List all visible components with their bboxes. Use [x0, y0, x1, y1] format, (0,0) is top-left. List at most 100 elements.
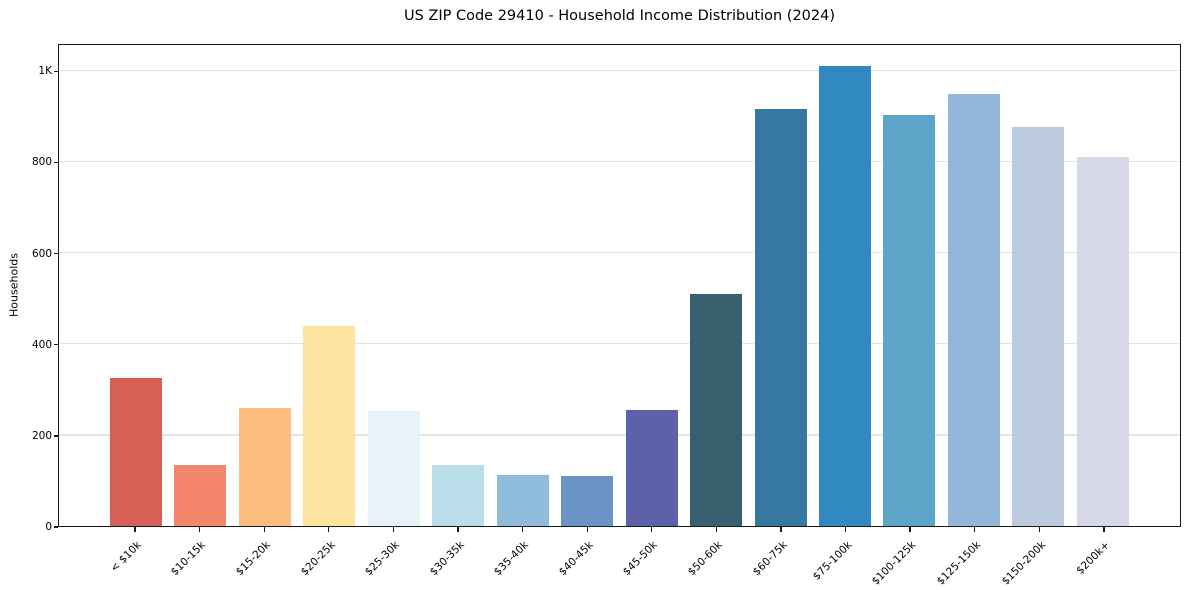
xtick-mark-line — [1103, 527, 1105, 532]
xtick-mark-line — [909, 527, 911, 532]
x-axis-ticks — [109, 527, 1130, 532]
ytick-mark-600 — [54, 252, 58, 255]
xlabel-cell-125-150k: $125-150k — [935, 533, 1001, 588]
x-axis-labels: < $10k $10-15k $15-20k $20-25k $25-30k $30-35… — [107, 533, 1130, 588]
gridline-400 — [59, 343, 1180, 345]
xtick-mark-line — [521, 527, 524, 532]
xtick-mark-45-50k — [626, 527, 678, 532]
xtick-mark-40-45k — [561, 527, 613, 532]
xtick-label-10k: < $10k — [107, 539, 144, 575]
ytick-label-200: 200 — [31, 429, 52, 442]
xtick-label-50-60k: $50-60k — [685, 539, 725, 579]
xtick-label-100-125k: $100-125k — [870, 539, 919, 588]
xlabel-cell-100-125k: $100-125k — [870, 533, 936, 588]
xtick-mark-line — [198, 527, 201, 532]
xtick-mark-line — [586, 527, 588, 532]
bar-50-60k — [690, 293, 743, 526]
xlabel-cell-25-30k: $25-30k — [363, 533, 419, 588]
bar-30-35k — [432, 464, 485, 526]
ytick-mark-1K — [54, 70, 58, 72]
ytick-label-800: 800 — [31, 156, 52, 169]
xlabel-cell-75-100k: $75-100k — [810, 533, 872, 588]
xtick-mark-line — [263, 527, 265, 532]
xlabel-cell-10k: < $10k — [107, 533, 161, 588]
bar-45-50k — [625, 410, 678, 526]
plot-area — [58, 44, 1181, 527]
bar-20-25k — [303, 325, 356, 526]
xlabel-cell-60-75k: $60-75k — [750, 533, 807, 588]
bar-10-15k — [174, 465, 227, 526]
xtick-label-125-150k: $125-150k — [934, 539, 984, 588]
xlabel-cell-35-40k: $35-40k — [492, 533, 549, 588]
xtick-mark-60-75k — [755, 527, 807, 532]
xtick-label-10-15k: $10-15k — [168, 539, 209, 579]
xlabel-cell-45-50k: $45-50k — [621, 533, 678, 588]
xtick-mark-line — [974, 527, 976, 532]
xlabel-cell-40-45k: $40-45k — [557, 533, 613, 588]
xtick-mark-15-20k — [238, 527, 290, 532]
xlabel-cell-50-60k: $50-60k — [686, 533, 742, 588]
xtick-mark-20-25k — [303, 527, 355, 532]
ytick-label-0: 0 — [45, 521, 52, 533]
xtick-mark-50-60k — [690, 527, 742, 532]
xtick-mark-line — [844, 527, 847, 532]
xtick-mark-line — [1038, 527, 1040, 532]
xtick-mark-150-200k — [1013, 527, 1065, 532]
xtick-mark-line — [392, 527, 395, 532]
xtick-label-30-35k: $30-35k — [427, 539, 467, 579]
chart-title: US ZIP Code 29410 - Household Income Dis… — [403, 8, 836, 24]
xtick-label-75-100k: $75-100k — [810, 539, 855, 583]
xtick-mark-30-35k — [432, 527, 484, 532]
xlabel-cell-20-25k: $20-25k — [298, 533, 355, 588]
xtick-mark-25-30k — [367, 527, 419, 532]
xtick-label-25-30k: $25-30k — [362, 539, 402, 579]
xtick-mark-200k — [1078, 527, 1130, 532]
bar-10k — [110, 377, 162, 526]
gridline-1K — [59, 69, 1180, 71]
xlabel-cell-150-200k: $150-200k — [999, 533, 1065, 588]
ytick-mark-0 — [54, 526, 58, 528]
ytick-label-1K: 1K — [38, 65, 52, 78]
xtick-label-45-50k: $45-50k — [621, 539, 661, 579]
bar-75-100k — [818, 65, 871, 526]
gridline-600 — [59, 251, 1180, 254]
bar-60-75k — [754, 108, 807, 526]
y-axis: 0 200 400 600 800 1K — [0, 44, 58, 533]
xtick-mark-10-15k — [174, 527, 226, 532]
xtick-label-200k: $200k+ — [1074, 539, 1113, 577]
xtick-mark-100-125k — [884, 527, 936, 532]
xtick-label-60-75k: $60-75k — [750, 539, 790, 579]
xtick-label-35-40k: $35-40k — [491, 539, 532, 579]
bar-35-40k — [496, 474, 549, 526]
bar-150-200k — [1012, 127, 1065, 526]
xtick-mark-line — [780, 527, 782, 532]
xtick-mark-125-150k — [949, 527, 1001, 532]
xtick-label-150-200k: $150-200k — [999, 539, 1048, 588]
ytick-mark-200 — [54, 435, 58, 437]
xlabel-cell-30-35k: $30-35k — [427, 533, 484, 588]
xtick-mark-10k — [109, 527, 161, 532]
bar-40-45k — [561, 476, 614, 526]
ytick-mark-800 — [54, 161, 58, 164]
xtick-mark-line — [457, 527, 459, 532]
bars-container — [110, 45, 1129, 526]
gridline-800 — [59, 160, 1180, 163]
xtick-mark-line — [328, 527, 330, 532]
gridline-200 — [59, 434, 1180, 436]
xtick-mark-line — [134, 527, 136, 532]
xtick-mark-line — [651, 527, 653, 532]
xtick-label-40-45k: $40-45k — [556, 539, 596, 579]
xtick-label-20-25k: $20-25k — [298, 539, 338, 579]
xlabel-cell-200k: $200k+ — [1074, 533, 1130, 588]
xtick-mark-line — [715, 527, 717, 532]
ytick-label-400: 400 — [31, 338, 52, 351]
xlabel-cell-10-15k: $10-15k — [169, 533, 226, 588]
bar-25-30k — [367, 411, 420, 526]
xlabel-cell-15-20k: $15-20k — [234, 533, 290, 588]
ytick-label-600: 600 — [31, 247, 52, 260]
xtick-mark-75-100k — [820, 527, 872, 532]
ytick-mark-400 — [54, 344, 58, 346]
bar-125-150k — [947, 93, 1000, 526]
bar-100-125k — [883, 114, 936, 526]
